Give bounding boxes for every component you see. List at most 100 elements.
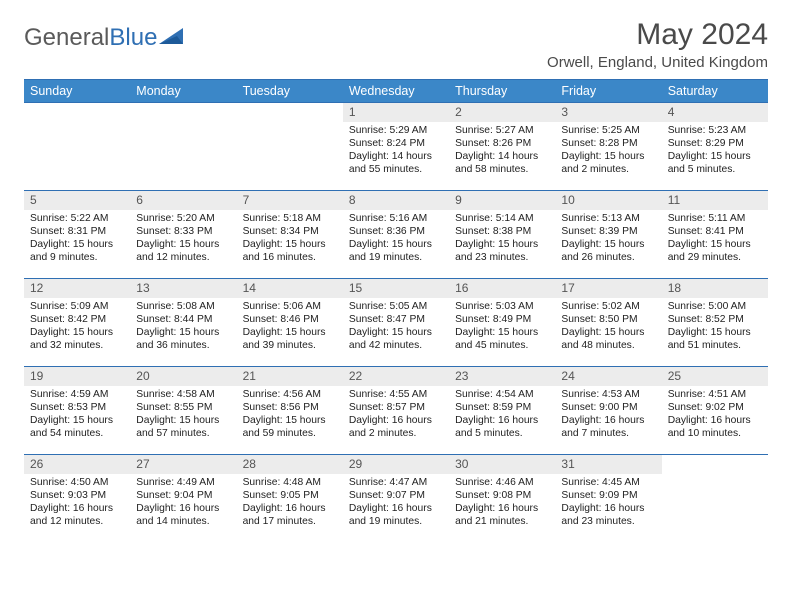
- day-number: 16: [449, 279, 555, 298]
- weekday-header: Saturday: [662, 80, 768, 103]
- logo-triangle-icon: [159, 26, 185, 51]
- sunrise-text: Sunrise: 5:22 AM: [30, 213, 124, 226]
- location: Orwell, England, United Kingdom: [547, 54, 768, 71]
- sunrise-text: Sunrise: 4:51 AM: [668, 389, 762, 402]
- day-cell: 29Sunrise: 4:47 AMSunset: 9:07 PMDayligh…: [343, 455, 449, 543]
- day-cell: 5 Sunrise: 5:22 AMSunset: 8:31 PMDaylight…: [24, 191, 130, 279]
- daylight-text: Daylight: 15 hours and 5 minutes.: [668, 151, 762, 177]
- daylight-text: Daylight: 16 hours and 14 minutes.: [136, 503, 230, 529]
- daylight-text: Daylight: 15 hours and 19 minutes.: [349, 239, 443, 265]
- day-number: 12: [24, 279, 130, 298]
- day-number: 18: [662, 279, 768, 298]
- daylight-text: Daylight: 15 hours and 9 minutes.: [30, 239, 124, 265]
- day-number: 17: [555, 279, 661, 298]
- sunset-text: Sunset: 8:31 PM: [30, 226, 124, 239]
- day-number: [237, 103, 343, 107]
- day-number: 29: [343, 455, 449, 474]
- day-details: Sunrise: 4:58 AMSunset: 8:55 PMDaylight:…: [130, 386, 236, 442]
- sunset-text: Sunset: 8:28 PM: [561, 138, 655, 151]
- day-number: 2: [449, 103, 555, 122]
- sunrise-text: Sunrise: 5:03 AM: [455, 301, 549, 314]
- daylight-text: Daylight: 15 hours and 2 minutes.: [561, 151, 655, 177]
- sunrise-text: Sunrise: 5:14 AM: [455, 213, 549, 226]
- daylight-text: Daylight: 15 hours and 12 minutes.: [136, 239, 230, 265]
- day-number: 15: [343, 279, 449, 298]
- day-details: Sunrise: 5:29 AMSunset: 8:24 PMDaylight:…: [343, 122, 449, 178]
- day-number: 1: [343, 103, 449, 122]
- day-number: 30: [449, 455, 555, 474]
- sunset-text: Sunset: 9:05 PM: [243, 490, 337, 503]
- sunrise-text: Sunrise: 4:48 AM: [243, 477, 337, 490]
- day-details: Sunrise: 4:48 AMSunset: 9:05 PMDaylight:…: [237, 474, 343, 530]
- sunset-text: Sunset: 9:08 PM: [455, 490, 549, 503]
- daylight-text: Daylight: 16 hours and 2 minutes.: [349, 415, 443, 441]
- calendar-page: GeneralBlue May 2024 Orwell, England, Un…: [0, 0, 792, 543]
- sunset-text: Sunset: 8:38 PM: [455, 226, 549, 239]
- daylight-text: Daylight: 16 hours and 23 minutes.: [561, 503, 655, 529]
- daylight-text: Daylight: 14 hours and 58 minutes.: [455, 151, 549, 177]
- day-details: Sunrise: 4:45 AMSunset: 9:09 PMDaylight:…: [555, 474, 661, 530]
- day-cell: 10Sunrise: 5:13 AMSunset: 8:39 PMDayligh…: [555, 191, 661, 279]
- daylight-text: Daylight: 15 hours and 32 minutes.: [30, 327, 124, 353]
- day-number: 5: [24, 191, 130, 210]
- day-details: Sunrise: 4:47 AMSunset: 9:07 PMDaylight:…: [343, 474, 449, 530]
- sunset-text: Sunset: 8:26 PM: [455, 138, 549, 151]
- sunrise-text: Sunrise: 4:47 AM: [349, 477, 443, 490]
- day-number: 31: [555, 455, 661, 474]
- sunrise-text: Sunrise: 5:25 AM: [561, 125, 655, 138]
- day-details: Sunrise: 5:13 AMSunset: 8:39 PMDaylight:…: [555, 210, 661, 266]
- daylight-text: Daylight: 15 hours and 42 minutes.: [349, 327, 443, 353]
- day-number: 22: [343, 367, 449, 386]
- day-cell: 30Sunrise: 4:46 AMSunset: 9:08 PMDayligh…: [449, 455, 555, 543]
- sunrise-text: Sunrise: 4:58 AM: [136, 389, 230, 402]
- day-cell: 6Sunrise: 5:20 AMSunset: 8:33 PMDaylight…: [130, 191, 236, 279]
- daylight-text: Daylight: 15 hours and 45 minutes.: [455, 327, 549, 353]
- day-cell: 13Sunrise: 5:08 AMSunset: 8:44 PMDayligh…: [130, 279, 236, 367]
- day-number: 19: [24, 367, 130, 386]
- day-number: 25: [662, 367, 768, 386]
- day-details: Sunrise: 4:56 AMSunset: 8:56 PMDaylight:…: [237, 386, 343, 442]
- day-number: 9: [449, 191, 555, 210]
- day-details: Sunrise: 5:18 AMSunset: 8:34 PMDaylight:…: [237, 210, 343, 266]
- sunrise-text: Sunrise: 5:27 AM: [455, 125, 549, 138]
- day-number: 23: [449, 367, 555, 386]
- day-details: Sunrise: 5:11 AMSunset: 8:41 PMDaylight:…: [662, 210, 768, 266]
- sunset-text: Sunset: 8:59 PM: [455, 402, 549, 415]
- day-details: Sunrise: 5:02 AMSunset: 8:50 PMDaylight:…: [555, 298, 661, 354]
- day-number: 13: [130, 279, 236, 298]
- logo-text-general: General: [24, 24, 109, 51]
- daylight-text: Daylight: 15 hours and 29 minutes.: [668, 239, 762, 265]
- day-number: 27: [130, 455, 236, 474]
- day-cell: 2 Sunrise: 5:27 AMSunset: 8:26 PMDaylight…: [449, 103, 555, 191]
- daylight-text: Daylight: 15 hours and 36 minutes.: [136, 327, 230, 353]
- day-cell: 23Sunrise: 4:54 AMSunset: 8:59 PMDayligh…: [449, 367, 555, 455]
- day-cell: 18Sunrise: 5:00 AMSunset: 8:52 PMDayligh…: [662, 279, 768, 367]
- sunrise-text: Sunrise: 5:11 AM: [668, 213, 762, 226]
- sunrise-text: Sunrise: 5:29 AM: [349, 125, 443, 138]
- sunset-text: Sunset: 9:00 PM: [561, 402, 655, 415]
- day-cell: 25Sunrise: 4:51 AMSunset: 9:02 PMDayligh…: [662, 367, 768, 455]
- day-cell: 15Sunrise: 5:05 AMSunset: 8:47 PMDayligh…: [343, 279, 449, 367]
- sunrise-text: Sunrise: 5:08 AM: [136, 301, 230, 314]
- sunset-text: Sunset: 8:52 PM: [668, 314, 762, 327]
- sunset-text: Sunset: 8:56 PM: [243, 402, 337, 415]
- day-number: [24, 103, 130, 107]
- day-cell: 16Sunrise: 5:03 AMSunset: 8:49 PMDayligh…: [449, 279, 555, 367]
- sunrise-text: Sunrise: 4:50 AM: [30, 477, 124, 490]
- day-cell: 1Sunrise: 5:29 AMSunset: 8:24 PMDaylight…: [343, 103, 449, 191]
- day-cell: 4Sunrise: 5:23 AMSunset: 8:29 PMDaylight…: [662, 103, 768, 191]
- day-cell: 19Sunrise: 4:59 AMSunset: 8:53 PMDayligh…: [24, 367, 130, 455]
- sunset-text: Sunset: 8:29 PM: [668, 138, 762, 151]
- day-number: 24: [555, 367, 661, 386]
- sunset-text: Sunset: 8:36 PM: [349, 226, 443, 239]
- sunrise-text: Sunrise: 4:56 AM: [243, 389, 337, 402]
- daylight-text: Daylight: 15 hours and 23 minutes.: [455, 239, 549, 265]
- sunset-text: Sunset: 8:55 PM: [136, 402, 230, 415]
- day-cell: 17Sunrise: 5:02 AMSunset: 8:50 PMDayligh…: [555, 279, 661, 367]
- calendar-table: Sunday Monday Tuesday Wednesday Thursday…: [24, 79, 768, 543]
- daylight-text: Daylight: 15 hours and 16 minutes.: [243, 239, 337, 265]
- logo-text-blue: Blue: [109, 24, 157, 51]
- day-number: 11: [662, 191, 768, 210]
- day-details: Sunrise: 5:09 AMSunset: 8:42 PMDaylight:…: [24, 298, 130, 354]
- day-details: Sunrise: 4:55 AMSunset: 8:57 PMDaylight:…: [343, 386, 449, 442]
